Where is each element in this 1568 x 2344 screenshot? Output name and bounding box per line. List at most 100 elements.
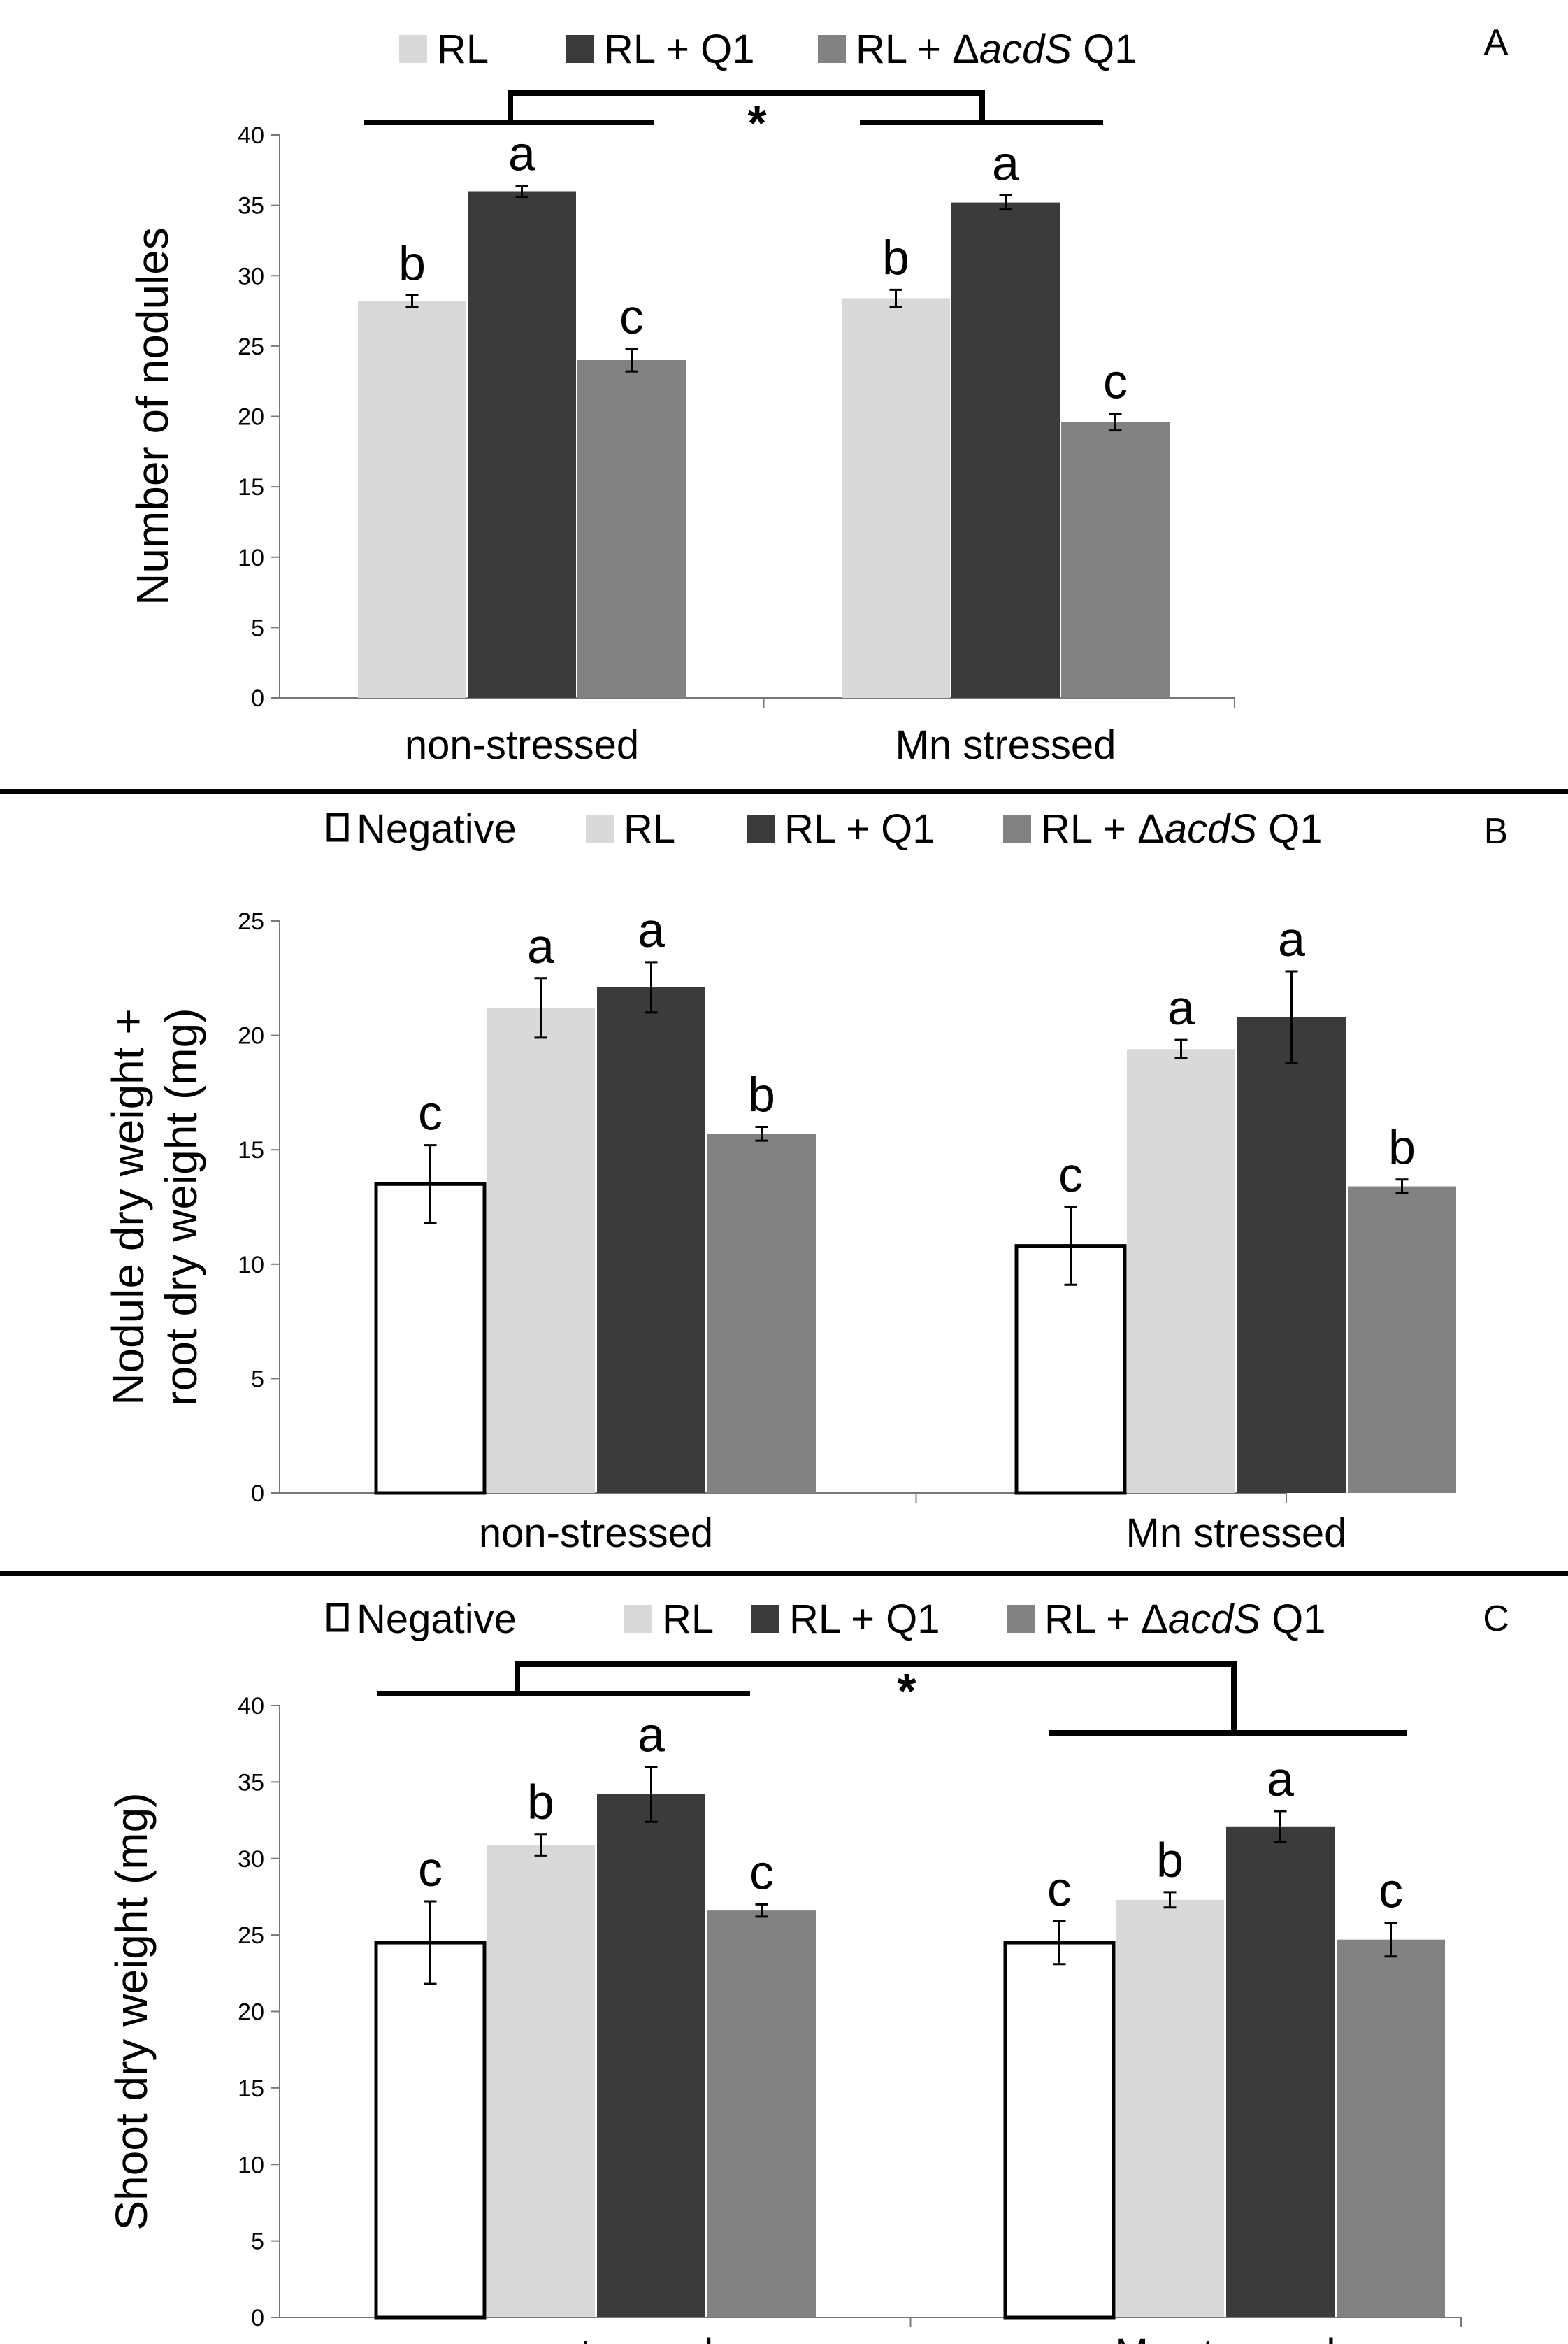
y-tick-label: 40 — [238, 1693, 264, 1720]
significance-letter: c — [619, 290, 644, 344]
bar-negative — [1014, 1244, 1127, 1495]
y-tick-label: 10 — [238, 2152, 264, 2178]
legend-label: RL + Q1 — [604, 27, 754, 72]
bar-rl-delta-acds-q1 — [1337, 1939, 1445, 2317]
legend-label-part: Q1 — [1072, 27, 1137, 72]
bar-rl-q1 — [597, 1794, 705, 2317]
y-tick-label: 5 — [251, 2229, 264, 2255]
y-tick-label: 25 — [238, 334, 264, 360]
legend-label-part: RL + Q1 — [789, 1596, 940, 1642]
significance-bracket — [364, 90, 1103, 125]
significance-bracket — [377, 1661, 1407, 1736]
significance-letter: c — [1379, 1864, 1403, 1918]
significance-letter: b — [1156, 1833, 1184, 1887]
y-tick-label: 15 — [238, 2075, 264, 2102]
legend-swatch-negative — [326, 813, 349, 842]
significance-letter: c — [1103, 354, 1128, 408]
bar-rl-q1 — [468, 191, 576, 698]
bar-rl — [358, 301, 466, 699]
legend-label: RL + ΔacdS Q1 — [856, 27, 1137, 72]
bar-rl-delta-acds-q1 — [577, 360, 686, 698]
y-tick-label: 10 — [238, 545, 264, 571]
bar-rl-delta-acds-q1 — [707, 1910, 816, 2317]
significance-letter: c — [749, 1845, 774, 1899]
significance-letter: a — [638, 903, 665, 957]
significance-letter: b — [398, 236, 426, 290]
legend-label-part: RL — [624, 806, 675, 852]
y-tick-label: 30 — [238, 263, 264, 290]
y-tick-label: 25 — [238, 1922, 264, 1949]
legend-label-part: RL — [662, 1596, 714, 1642]
y-tick-label: 20 — [238, 1023, 264, 1050]
legend-label-part: acdS — [1165, 806, 1258, 852]
significance-letter: a — [1278, 912, 1305, 966]
legend-label-part: acdS — [979, 27, 1072, 72]
bar-rl — [842, 298, 950, 698]
y-axis-label: Shoot dry weight (mg) — [106, 1792, 157, 2230]
category-label: Mn stressed — [1126, 1510, 1347, 1556]
y-axis-label: root dry weight (mg) — [156, 1008, 206, 1406]
y-tick-label: 35 — [238, 193, 264, 220]
significance-star: * — [747, 96, 767, 150]
y-tick-label: 25 — [238, 908, 264, 935]
significance-letter: c — [1058, 1148, 1083, 1202]
legend-label-part: RL + Q1 — [604, 27, 754, 72]
y-tick-label: 15 — [238, 474, 264, 501]
legend-label-part: Q1 — [1257, 806, 1323, 852]
chart-panel-a: 0 5 10 15 20 25 30 35 40 Number of nodules b b a a c c n… — [0, 22, 1568, 794]
y-tick-label: 20 — [238, 1999, 264, 2026]
legend-swatch-rl-q1 — [751, 1605, 779, 1633]
legend-swatch-rl — [399, 35, 427, 63]
y-tick-label: 0 — [251, 685, 264, 712]
y-tick-label: 40 — [238, 122, 264, 149]
legend-label-part: Negative — [357, 1596, 517, 1642]
y-axis-label: Number of nodules — [127, 227, 178, 606]
bar-rl — [487, 1845, 595, 2317]
bar-rl-q1 — [597, 987, 705, 1493]
legend-label: RL + ΔacdS Q1 — [1044, 1596, 1326, 1642]
legend-label-part: RL + Δ — [1044, 1596, 1168, 1642]
legend-label-part: acdS — [1168, 1596, 1261, 1642]
significance-letter: b — [1388, 1120, 1416, 1175]
category-label: non-stressed — [479, 2331, 713, 2344]
legend-label: RL + Q1 — [789, 1596, 940, 1642]
y-tick-label: 5 — [251, 615, 264, 641]
legend-label: RL — [624, 806, 675, 852]
bar-rl — [487, 1008, 595, 1493]
bar-rl-q1 — [951, 202, 1060, 699]
legend-label: Negative — [357, 806, 517, 852]
category-label: non-stressed — [405, 722, 639, 768]
legend-swatch-rl — [624, 1605, 652, 1633]
significance-letter: a — [1167, 980, 1195, 1035]
category-label: non-stressed — [479, 1510, 713, 1556]
category-label: Mn stressed — [1115, 2331, 1336, 2344]
y-tick-label: 0 — [251, 1480, 264, 1507]
legend-label-part: RL + Q1 — [784, 806, 935, 852]
legend-label: RL + Q1 — [784, 806, 935, 852]
y-tick-label: 30 — [238, 1846, 264, 1873]
significance-letter: b — [882, 230, 909, 285]
y-tick-label: 5 — [251, 1366, 264, 1392]
significance-letter: a — [638, 1708, 665, 1762]
bar-rl-q1 — [1226, 1826, 1335, 2317]
legend-label: RL — [662, 1596, 714, 1642]
panel-label: A — [1484, 22, 1509, 63]
legend-swatch-rl-q1 — [566, 35, 594, 63]
bar-negative — [1003, 1941, 1116, 2320]
significance-star: * — [897, 1664, 916, 1718]
legend-swatch-rl-delta-acds-q1 — [818, 35, 846, 63]
legend-label-part: RL — [437, 27, 489, 72]
legend-label-part: Negative — [357, 806, 517, 852]
significance-letter: a — [1267, 1752, 1294, 1806]
significance-letter: a — [508, 126, 535, 180]
y-axis-label: Nodule dry weight + — [103, 1008, 153, 1405]
y-tick-label: 0 — [251, 2305, 264, 2331]
bar-rl-q1 — [1237, 1017, 1346, 1493]
legend-label: RL + ΔacdS Q1 — [1041, 806, 1323, 852]
bar-rl-delta-acds-q1 — [707, 1134, 816, 1493]
legend-label: RL — [437, 27, 489, 72]
legend-swatch-rl-delta-acds-q1 — [1003, 815, 1031, 843]
significance-letter: c — [418, 1842, 443, 1896]
legend-swatch-rl-q1 — [747, 815, 775, 843]
significance-letter: c — [418, 1086, 443, 1141]
